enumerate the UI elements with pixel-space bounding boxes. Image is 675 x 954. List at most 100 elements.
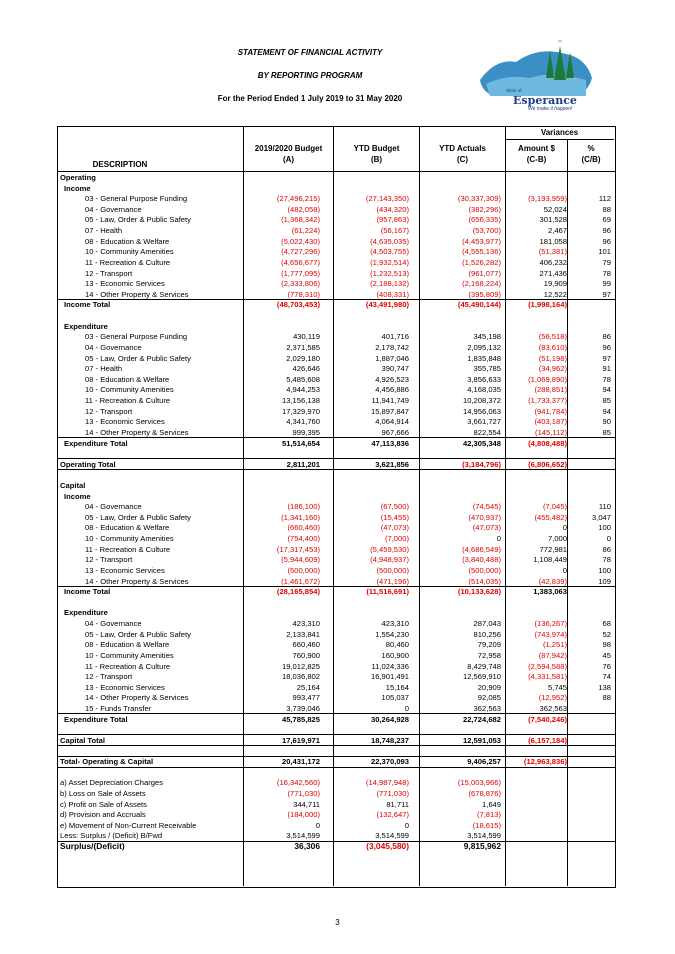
row-label: Income bbox=[64, 491, 91, 501]
row-value-col0: (660,460) bbox=[287, 523, 320, 533]
row-value-col2: 10,208,372 bbox=[462, 396, 501, 406]
row-value-col4: 45 bbox=[602, 650, 611, 660]
row-value-col0: (1,777,095) bbox=[281, 268, 320, 278]
table-row: 12 - Transport (1,777,095) (1,232,513) (961… bbox=[57, 268, 614, 279]
table-row: 08 - Education & Welfare 5,485,608 4,926,5… bbox=[57, 374, 614, 385]
row-label: 13 - Economic Services bbox=[85, 565, 165, 575]
row-label: 05 - Law, Order & Public Safety bbox=[85, 512, 191, 522]
row-value-col4: 99 bbox=[602, 279, 611, 289]
row-value-col1: 2,178,742 bbox=[375, 342, 409, 352]
row-value-col4: 78 bbox=[602, 374, 611, 384]
table-row: 13 - Economic Services 25,164 15,164 20,909… bbox=[57, 682, 614, 693]
row-value-col4: 0 bbox=[606, 534, 611, 544]
row-value-col0: 4,341,760 bbox=[286, 417, 320, 427]
row-value-col2: (7,813) bbox=[476, 810, 501, 820]
row-value-col2: 9,815,962 bbox=[463, 841, 501, 852]
row-value-col0: 45,785,825 bbox=[281, 714, 320, 724]
row-value-col0: 760,900 bbox=[292, 650, 320, 660]
row-value-col0: 660,460 bbox=[292, 640, 320, 650]
row-value-col2: 3,856,633 bbox=[467, 374, 501, 384]
row-value-col4: 96 bbox=[602, 342, 611, 352]
row-value-col3: (455,482) bbox=[534, 512, 567, 522]
row-value-col2: 9,406,257 bbox=[467, 757, 501, 767]
row-label: 14 - Other Property & Services bbox=[85, 576, 189, 586]
spacer-row bbox=[57, 469, 614, 480]
row-value-col0: (16,342,560) bbox=[276, 778, 320, 788]
row-value-col0: 36,306 bbox=[294, 841, 320, 852]
row-value-col1: 11,941,749 bbox=[371, 396, 409, 406]
row-label: Less: Surplus / (Deficit) B/Fwd bbox=[60, 831, 163, 841]
col-header-budget-title: 2019/2020 Budget bbox=[254, 144, 323, 153]
row-value-col4: 100 bbox=[598, 565, 611, 575]
row-value-col0: 344,711 bbox=[293, 799, 320, 809]
table-row: 04 - Governance (482,058) (434,320) (382,29… bbox=[57, 204, 614, 215]
row-label: 07 - Health bbox=[85, 364, 123, 374]
total-rule-bottom bbox=[57, 469, 615, 471]
row-label: e) Movement of Non-Current Receivable bbox=[60, 820, 197, 830]
row-value-col3: (51,381) bbox=[538, 247, 567, 257]
row-label: Surplus/(Deficit) bbox=[60, 841, 125, 852]
table-row: 04 - Governance (186,100) (67,500) (74,545)… bbox=[57, 501, 614, 512]
row-value-col3: (941,784) bbox=[534, 406, 567, 416]
table-row: 13 - Economic Services (500,000) (500,000)… bbox=[57, 565, 614, 576]
spacer-row bbox=[57, 310, 614, 321]
row-label: 08 - Education & Welfare bbox=[85, 374, 170, 384]
row-label: 03 - General Purpose Funding bbox=[85, 194, 188, 204]
total-rule-bottom bbox=[57, 766, 615, 768]
row-value-col2: 42,305,348 bbox=[462, 438, 501, 448]
row-value-col3: (34,962) bbox=[538, 364, 567, 374]
row-label: b) Loss on Sale of Assets bbox=[60, 788, 146, 798]
total-rule bbox=[57, 734, 615, 736]
row-value-col2: (500,000) bbox=[468, 565, 501, 575]
row-value-col1: (771,030) bbox=[376, 788, 409, 798]
row-value-col0: 3,514,599 bbox=[286, 831, 320, 841]
row-value-col2: 287,043 bbox=[473, 619, 501, 629]
row-value-col3: 0 bbox=[562, 523, 567, 533]
table-row: 12 - Transport (5,944,609) (4,948,937) (3,8… bbox=[57, 554, 614, 565]
total-rule bbox=[57, 585, 615, 587]
row-value-col0: 25,164 bbox=[296, 682, 320, 692]
row-value-col1: 15,164 bbox=[385, 682, 409, 692]
row-value-col0: 430,119 bbox=[293, 332, 320, 342]
row-value-col2: (395,809) bbox=[468, 289, 501, 299]
table-row: 04 - Governance 2,371,585 2,178,742 2,095,1… bbox=[57, 342, 614, 353]
row-label: 14 - Other Property & Services bbox=[85, 289, 189, 299]
row-value-col1: 80,460 bbox=[385, 640, 409, 650]
row-value-col2: (961,077) bbox=[468, 268, 501, 278]
row-value-col2: 72,958 bbox=[477, 650, 501, 660]
total-rule bbox=[57, 755, 615, 757]
row-value-col1: (7,000) bbox=[384, 534, 409, 544]
row-value-col0: (754,400) bbox=[287, 534, 320, 544]
row-value-col3: 271,436 bbox=[539, 268, 567, 278]
variances-header: Variances bbox=[540, 128, 579, 137]
col-header-amount-title: Amount $ bbox=[518, 144, 555, 153]
row-value-col2: 12,569,910 bbox=[462, 672, 501, 682]
row-value-col4: 85 bbox=[602, 396, 611, 406]
row-label: 07 - Health bbox=[85, 226, 123, 236]
table-row: Income Total (28,165,854) (11,516,691) (10,… bbox=[57, 586, 614, 597]
row-label: 11 - Recreation & Culture bbox=[85, 661, 171, 671]
row-label: Total- Operating & Capital bbox=[60, 757, 154, 767]
table-row: Operating Total 2,811,201 3,621,856 (3,184,… bbox=[57, 459, 614, 470]
row-value-col1: (47,073) bbox=[380, 523, 409, 533]
row-value-col3: 12,522 bbox=[543, 289, 567, 299]
row-label: Income bbox=[64, 183, 91, 193]
row-label: 13 - Economic Services bbox=[85, 417, 165, 427]
table-row: Total- Operating & Capital 20,431,172 22,3… bbox=[57, 756, 614, 767]
table-row: e) Movement of Non-Current Receivable 0 0 (… bbox=[57, 820, 614, 831]
row-value-col0: 2,371,585 bbox=[286, 342, 320, 352]
row-value-col0: (2,333,806) bbox=[281, 279, 320, 289]
row-value-col2: 8,429,748 bbox=[467, 661, 501, 671]
row-value-col0: 426,646 bbox=[292, 364, 320, 374]
row-label: 04 - Governance bbox=[85, 502, 142, 512]
total-rule bbox=[57, 713, 615, 715]
table-row: Income bbox=[57, 491, 614, 502]
col-header-ytd-budget-code: (B) bbox=[370, 155, 383, 164]
row-value-col3: (1,998,164) bbox=[528, 300, 567, 310]
row-value-col2: (3,184,796) bbox=[462, 459, 501, 469]
row-value-col1: 18,748,237 bbox=[370, 735, 409, 745]
row-value-col4: 78 bbox=[602, 555, 611, 565]
table-row: 10 - Community Amenities 760,900 160,900 72… bbox=[57, 650, 614, 661]
row-value-col1: (1,232,513) bbox=[370, 268, 409, 278]
row-value-col4: 86 bbox=[602, 332, 611, 342]
